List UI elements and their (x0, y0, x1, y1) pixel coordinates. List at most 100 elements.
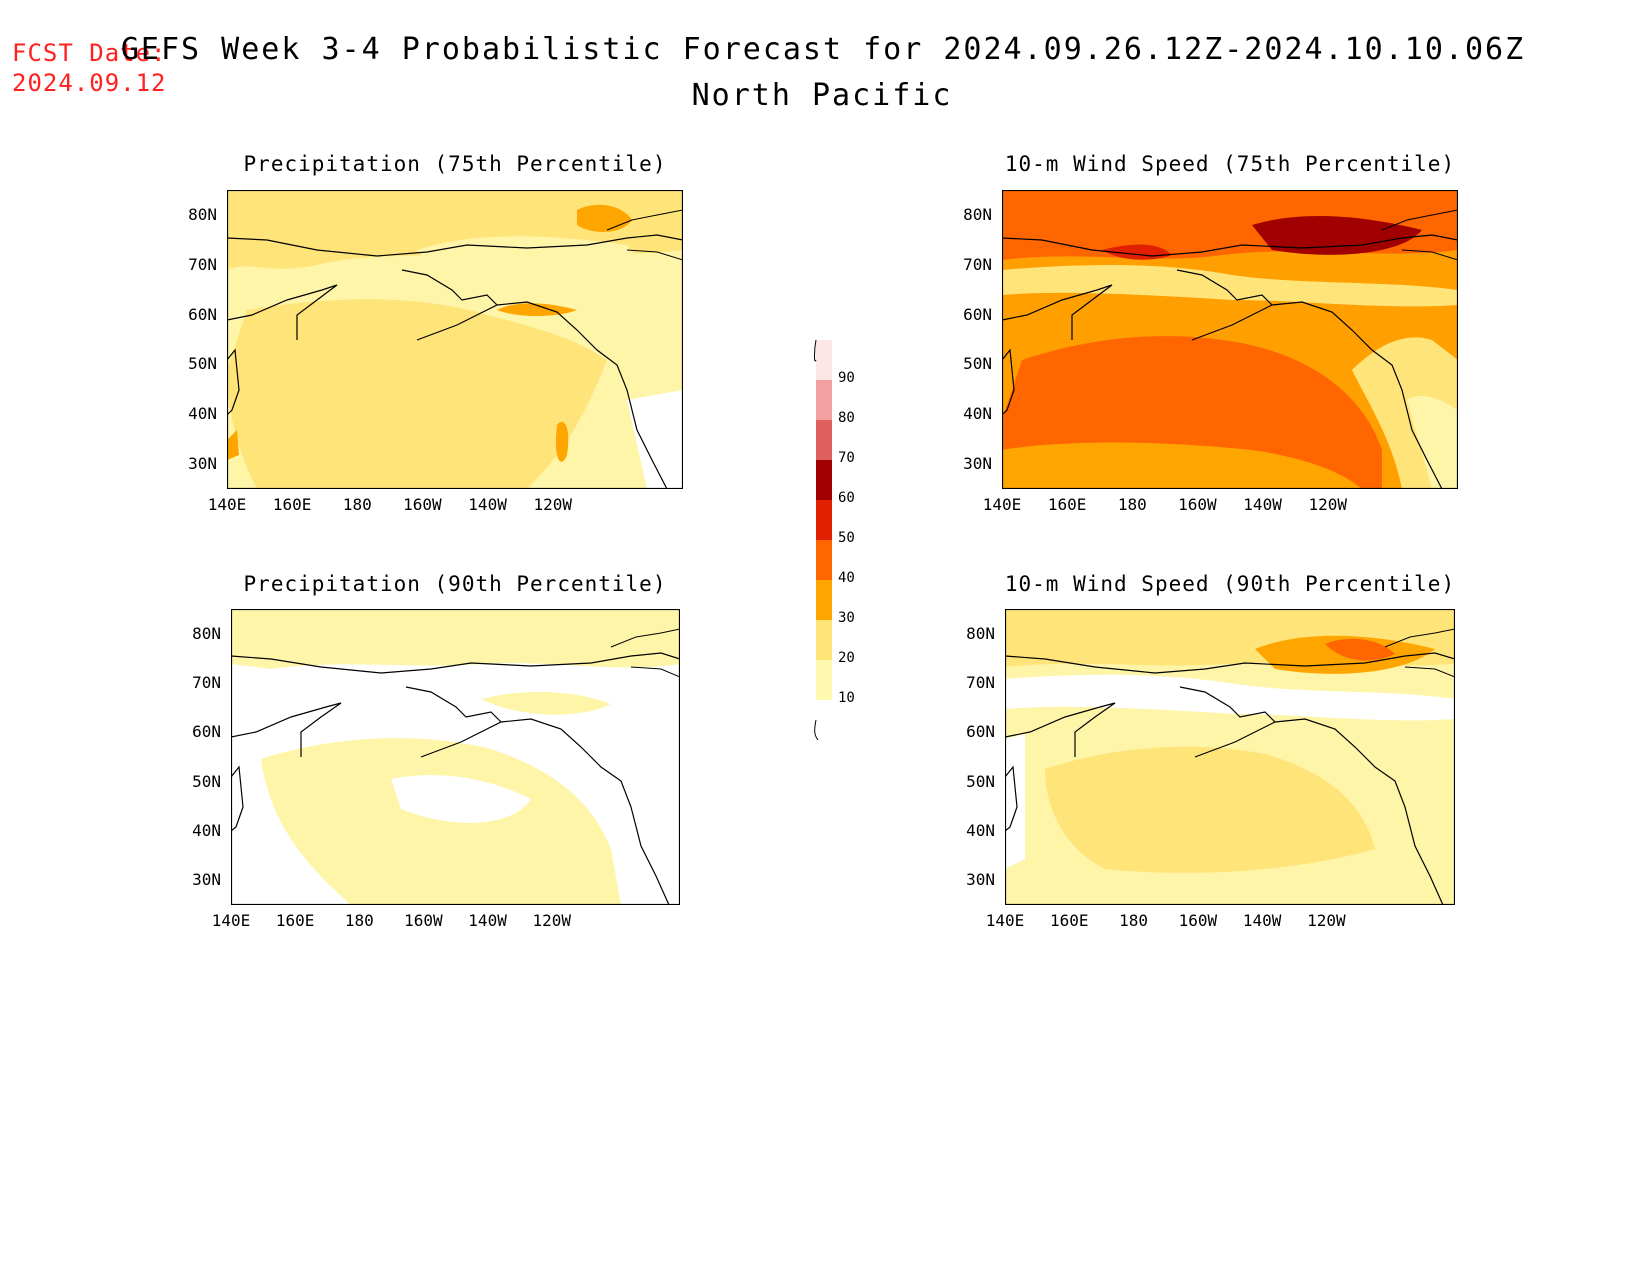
colorbar (812, 340, 836, 740)
colorbar-swatch (816, 540, 832, 580)
coastline (1002, 284, 1113, 340)
x-tick-label: 160W (1178, 911, 1218, 930)
x-tick-label: 140W (468, 911, 507, 930)
x-tick-label: 140W (1243, 495, 1282, 514)
y-tick-label: 80N (963, 204, 992, 224)
map-wind90-svg (1005, 609, 1455, 905)
coastline (1179, 686, 1276, 723)
panel-title-precip75: Precipitation (75th Percentile) (243, 152, 667, 176)
map-frame (1005, 609, 1455, 905)
map-frame (227, 190, 683, 489)
contour-fill (417, 236, 647, 282)
y-tick-label: 40N (963, 404, 992, 424)
coastline (416, 301, 668, 489)
x-tick-label: 120W (1308, 495, 1347, 514)
colorbar-label: 70 (838, 450, 855, 466)
x-tick-label: 180 (342, 495, 372, 514)
coastline (606, 209, 683, 261)
coastline (231, 652, 680, 674)
contour-fill (1045, 746, 1375, 873)
y-tick-label: 60N (966, 722, 995, 742)
x-tick-label: 140E (211, 911, 251, 930)
colorbar-svg (814, 340, 832, 740)
page-title-text: GEFS Week 3-4 Probabilistic Forecast for… (120, 32, 1526, 67)
coastline (227, 284, 338, 340)
colorbar-label: 40 (838, 570, 855, 586)
colorbar-label: 60 (838, 490, 855, 506)
coastline (1005, 652, 1455, 674)
map-wind90 (1005, 609, 1455, 905)
x-tick-label: 120W (532, 911, 571, 930)
x-tick-label: 160W (403, 495, 442, 514)
x-tick-label: 160E (1047, 495, 1087, 514)
y-tick-label: 80N (188, 204, 217, 224)
map-precip90 (231, 609, 680, 905)
x-tick-label: 140W (468, 495, 507, 514)
colorbar-label: 90 (838, 370, 855, 386)
y-tick-label: 40N (188, 404, 217, 424)
y-tick-label: 80N (966, 623, 995, 643)
colorbar-label: 30 (838, 610, 855, 626)
contour-fill (497, 303, 577, 316)
coastline (1381, 209, 1458, 261)
colorbar-swatch (816, 660, 832, 700)
colorbar-label: 10 (838, 690, 855, 706)
panel-title-wind90: 10-m Wind Speed (90th Percentile) (1004, 572, 1456, 596)
page-title: GEFS Week 3-4 Probabilistic Forecast for… (0, 32, 1650, 67)
coastline (405, 686, 502, 723)
fcst-date-value: 2024.09.12 (12, 69, 167, 97)
x-tick-label: 140E (207, 495, 247, 514)
map-frame (1002, 190, 1458, 489)
coastline (231, 702, 342, 757)
contour-fill (1407, 395, 1458, 489)
x-tick-label: 180 (344, 911, 374, 930)
coastline (227, 234, 683, 257)
x-tick-label: 140E (985, 911, 1025, 930)
coastline (610, 628, 680, 678)
y-tick-label: 30N (188, 454, 217, 474)
coastline (1002, 234, 1458, 257)
y-tick-label: 80N (192, 623, 221, 643)
contour-fill (627, 390, 683, 489)
coastline (227, 348, 240, 416)
colorbar-end-caps (814, 340, 819, 740)
contour-fill (1325, 638, 1395, 661)
y-tick-label: 50N (188, 354, 217, 374)
colorbar-swatch (816, 620, 832, 660)
y-tick-label: 60N (963, 304, 992, 324)
colorbar-swatch (816, 500, 832, 540)
colorbar-swatch (816, 580, 832, 620)
contour-fill (391, 775, 531, 823)
map-precip75 (227, 190, 683, 489)
coastline (401, 269, 498, 306)
coastline (1191, 301, 1443, 489)
contour-fill (261, 738, 621, 905)
contour-fill (1005, 674, 1455, 721)
coastline (231, 765, 244, 832)
y-tick-label: 40N (192, 821, 221, 840)
colorbar-swatch (816, 340, 832, 380)
y-tick-label: 60N (188, 304, 217, 324)
contour-fill (231, 609, 680, 669)
colorbar-label: 50 (838, 530, 855, 546)
y-tick-label: 60N (192, 722, 221, 742)
coastline (1005, 765, 1018, 832)
x-tick-label: 120W (533, 495, 572, 514)
y-tick-label: 70N (966, 673, 995, 692)
coastline (1005, 702, 1116, 757)
y-tick-label: 70N (963, 254, 992, 274)
x-tick-label: 160E (275, 911, 315, 930)
y-tick-label: 70N (192, 673, 221, 692)
colorbar-swatch (816, 380, 832, 420)
panel-title-wind75: 10-m Wind Speed (75th Percentile) (1004, 152, 1456, 176)
colorbar-label: 80 (838, 410, 855, 426)
y-tick-label: 30N (963, 454, 992, 474)
map-frame (231, 609, 680, 905)
coastline (1384, 628, 1455, 678)
y-tick-label: 50N (192, 771, 221, 791)
contour-fill (227, 430, 239, 460)
y-tick-label: 70N (188, 254, 217, 274)
contour-fill (555, 421, 569, 462)
colorbar-label: 20 (838, 650, 855, 666)
colorbar-swatch (816, 420, 832, 460)
